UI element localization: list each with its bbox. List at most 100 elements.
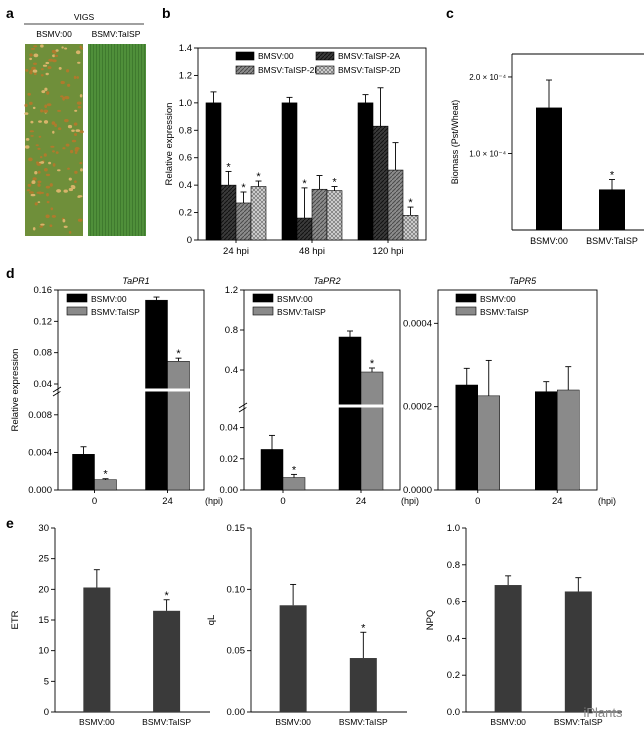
panel-e1-xtick-label: BSMV:TaISP [142, 717, 191, 727]
rust-pustule [44, 87, 48, 92]
panel-d2-ytick-label: 0.00 [220, 485, 239, 496]
rust-pustule [52, 150, 55, 153]
rust-pustule [66, 69, 70, 73]
panel-e2-xtick-label: BSMV:TaISP [339, 717, 388, 727]
rust-pustule [49, 183, 53, 187]
panel-d3-legend-swatch [455, 306, 477, 316]
rust-pustule [62, 219, 66, 223]
rust-pustule [29, 53, 33, 57]
panel-c-significance-star: * [610, 169, 615, 181]
rust-pustule [45, 72, 49, 76]
rust-pustule [68, 231, 72, 234]
panel-b-significance-star: * [241, 182, 246, 194]
rust-pustule [79, 94, 83, 98]
panel-b-bar [372, 125, 389, 241]
rust-pustule [32, 177, 37, 181]
panel-c-xtick-label: BSMV:TaISP [586, 236, 638, 246]
panel-d1-ytick-label: 0.16 [34, 285, 53, 296]
leaf-image-bsmv-taisp [88, 44, 146, 236]
rust-pustule [35, 144, 39, 147]
rust-pustule [76, 76, 79, 79]
panel-e1-bar [153, 610, 181, 712]
panel-e2-ytick-label: 0.10 [227, 584, 246, 595]
rust-pustule [29, 101, 33, 105]
rust-pustule [57, 169, 61, 172]
panel-b-legend-swatch [235, 51, 255, 61]
panel-d2-axis-break [238, 406, 248, 413]
panel-c-ytick-label: 2.0 × 10⁻⁴ [469, 73, 506, 82]
panel-d1-xtick-label: 0 [92, 496, 97, 507]
panel-e3-ytick-label: 1.0 [447, 523, 460, 534]
rust-pustule [67, 124, 73, 129]
rust-pustule [64, 96, 70, 99]
panel-b-ytick-label: 0.8 [179, 125, 192, 136]
panel-d1-legend-label: BSMV:TaISP [91, 307, 140, 317]
rust-pustule [51, 121, 56, 125]
panel-b-bar [357, 102, 374, 241]
rust-pustule [34, 171, 38, 175]
rust-pustule [80, 168, 83, 172]
rust-pustule [51, 215, 57, 218]
rust-pustule [32, 106, 36, 110]
rust-pustule [79, 162, 83, 165]
panel-e2-bar [349, 658, 377, 712]
rust-pustule [49, 224, 53, 227]
panel-e1-ytick-label: 5 [44, 676, 49, 687]
rust-pustule [46, 103, 52, 107]
panel-letter-c: c [446, 5, 454, 21]
panel-b-significance-star: * [256, 171, 261, 183]
panel-b-bar [250, 186, 267, 241]
panel-b-legend-label: BMSV:TaISP-2B [258, 65, 320, 75]
panel-b-bar [402, 215, 419, 241]
rust-pustule [36, 161, 39, 164]
rust-pustule [40, 74, 44, 77]
rust-pustule [60, 95, 64, 98]
rust-pustule [74, 148, 79, 152]
rust-pustule [79, 45, 83, 49]
rust-pustule [24, 112, 29, 115]
panel-d1-axis-break [52, 390, 62, 397]
panel-b-legend-label: BMSV:00 [258, 51, 294, 61]
panel-e3-xtick-label: BSMV:00 [490, 717, 526, 727]
panel-b-ytick-label: 0.2 [179, 208, 192, 219]
rust-pustule [68, 177, 72, 181]
panel-b-ytick-label: 1.2 [179, 70, 192, 81]
panel-b-legend-swatch [235, 65, 255, 75]
rust-pustule [25, 138, 30, 141]
rust-pustule [47, 66, 52, 70]
panel-b-significance-star: * [226, 161, 231, 173]
panel-b-bar [205, 102, 222, 241]
panel-d2-xtick-label: 0 [280, 496, 285, 507]
panel-e1-ytick-label: 10 [38, 646, 49, 657]
panel-b-legend-label: BMSV:TaISP-2A [338, 51, 400, 61]
panel-b-bar [281, 102, 298, 241]
rust-pustule [36, 191, 41, 194]
rust-pustules [24, 44, 84, 234]
panel-d1-break-gap [59, 388, 203, 392]
rust-pustule [60, 80, 65, 85]
rust-pustule [74, 109, 78, 112]
rust-pustule [33, 53, 39, 58]
panel-d1-frame [57, 289, 205, 491]
panel-b-xtick-label: 24 hpi [223, 246, 249, 257]
panel-e2-significance-star: * [361, 622, 366, 634]
panel-d3-legend-label: BSMV:TaISP [480, 307, 529, 317]
rust-pustule [61, 46, 64, 49]
panel-e2-xtick-label: BSMV:00 [275, 717, 311, 727]
panel-letter-a: a [6, 5, 14, 21]
rust-pustule [79, 130, 84, 134]
vigs-header: VIGS [74, 12, 95, 22]
panel-d2-ytick-label: 0.8 [225, 325, 238, 336]
rust-pustule [77, 195, 83, 198]
rust-pustule [56, 189, 62, 193]
rust-pustule [30, 193, 36, 197]
rust-pustule [74, 151, 78, 154]
panel-b-ytick-label: 1.0 [179, 98, 192, 109]
panel-d1-ytick-label: 0.04 [34, 379, 53, 390]
rust-pustule [50, 145, 55, 148]
panel-b-bar [235, 202, 252, 241]
panel-e3-bar [494, 585, 522, 712]
panel-b-ytick-label: 0 [187, 235, 192, 246]
panel-d1-axis-break [52, 386, 62, 393]
rust-pustule [52, 54, 56, 58]
